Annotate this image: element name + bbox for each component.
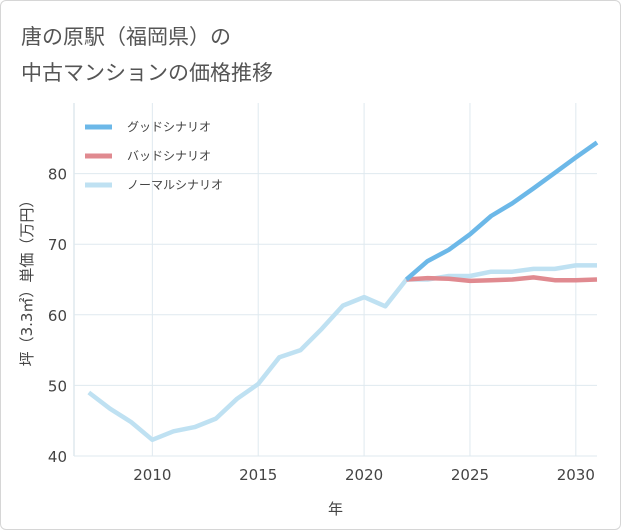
x-tick-label: 2010 <box>133 466 171 484</box>
y-tick-label: 50 <box>48 377 67 395</box>
series-line-0 <box>404 140 599 282</box>
legend-label-1: バッドシナリオ <box>127 149 211 163</box>
y-tick-label: 60 <box>48 307 67 325</box>
x-tick-label: 2025 <box>451 466 489 484</box>
x-tick-label: 2020 <box>345 466 383 484</box>
y-tick-label: 80 <box>48 166 67 184</box>
x-tick-label: 2015 <box>239 466 277 484</box>
y-axis-label: 坪（3.3㎡）単価（万円） <box>18 193 36 367</box>
chart-title-line2: 中古マンションの価格推移 <box>21 61 273 85</box>
series-line-2 <box>87 263 597 443</box>
chart-title: 唐の原駅（福岡県）の 中古マンションの価格推移 <box>21 19 273 91</box>
y-tick-label: 40 <box>48 448 67 466</box>
chart-title-line1: 唐の原駅（福岡県）の <box>21 25 231 49</box>
x-tick-label: 2030 <box>557 466 595 484</box>
legend-label-2: ノーマルシナリオ <box>127 178 223 192</box>
legend-label-0: グッドシナリオ <box>127 120 211 134</box>
x-axis-label: 年 <box>328 500 343 518</box>
y-tick-label: 70 <box>48 236 67 254</box>
series-line-1 <box>406 275 598 284</box>
